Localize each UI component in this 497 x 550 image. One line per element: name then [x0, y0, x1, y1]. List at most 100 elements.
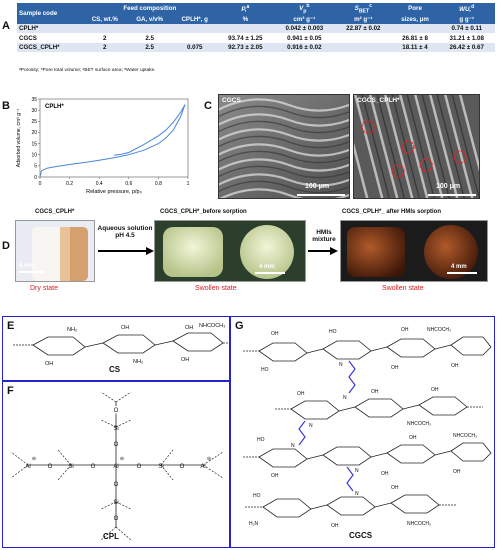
cgcs-oh-12: OH: [391, 485, 399, 491]
feed-composition-table: Sample code Feed composition P,a Vpb SBE…: [17, 3, 495, 53]
series-line-adsorption: [39, 104, 186, 178]
cgcs-oh-7: OH: [431, 387, 439, 393]
cpl-si-left: Si: [68, 464, 73, 470]
photo-swollen-before: 4 mm: [154, 220, 306, 282]
cgcs-n-2: N: [343, 395, 347, 401]
cgcs-n-1: N: [339, 362, 343, 368]
arrow-2-text: HMIs mixture: [312, 229, 336, 243]
arrow-2: [308, 247, 338, 255]
cell-v: 0.916 ± 0.02: [287, 44, 322, 52]
cpl-o-5: O: [48, 464, 53, 470]
y-tick-label: 20: [31, 130, 37, 136]
header-wu-unit: g g⁻¹: [459, 15, 475, 23]
box-cs: E NH₂ OH OH NH₂ OH NHCOCH₃ OH CS: [2, 316, 230, 381]
particle-circle: [419, 158, 433, 172]
cell-p: [217, 24, 273, 34]
cgcs-ho-3: HO: [257, 437, 265, 443]
chem-label-cgcs: CGCS: [349, 531, 373, 540]
scale-4mm-1: 4 mm: [19, 263, 35, 269]
panel-letter-e: E: [7, 320, 15, 332]
photo-swollen-after: 4 mm: [340, 220, 488, 282]
panel-letter-c: C: [204, 100, 212, 112]
after-sample-drawing: [347, 225, 478, 279]
header-pore: Pore: [408, 5, 422, 13]
x-tick-label: 0.8: [155, 181, 162, 187]
y-tick-label: 35: [31, 97, 37, 103]
cell-code: CGCS: [19, 34, 37, 42]
table-row: CPLH* 0.042 ± 0.003 22.87 ± 0.02 0.74 ± …: [17, 23, 495, 34]
cpl-structure: O O Si O Al ⊖ O Si O Al ⊖ O Si O O Si O …: [10, 391, 224, 541]
cell-wu: 26.42 ± 0.67: [449, 44, 484, 52]
header-porosity: P,a: [241, 4, 250, 14]
y-axis-label: Adsorbed volume, cm³ g⁻¹: [16, 108, 22, 167]
cpl-o-3: O: [114, 482, 119, 488]
dry-sample-drawing: [19, 227, 88, 281]
cgcs-n-3: N: [309, 423, 313, 429]
cpl-al-center: Al: [113, 464, 118, 470]
cell-p: 93.74 ± 1.25: [228, 34, 263, 42]
cell-pore: 26.81 ± 8: [402, 34, 428, 42]
cgcs-oh-3: OH: [391, 365, 399, 371]
panel-letter-b: B: [2, 100, 10, 112]
particle-circle: [401, 140, 415, 154]
cgcs-oh-11: OH: [453, 469, 461, 475]
cpl-al-left: Al: [25, 464, 30, 470]
x-tick-label: 0: [39, 181, 42, 187]
panel-letter-a: A: [2, 20, 10, 32]
header-water-uptake: WU,d: [459, 4, 475, 14]
y-tick-label: 25: [31, 119, 37, 125]
cpl-si-right: Si: [158, 464, 163, 470]
header-p-unit: %: [242, 15, 249, 23]
x-tick-label: 0.6: [125, 181, 132, 187]
cpl-al-right: Al: [200, 464, 205, 470]
photo-dry-sample: 4 mm: [15, 220, 95, 282]
header-bet: SBETc: [354, 3, 372, 15]
table-row: CGCS 2 2.5 93.74 ± 1.25 0.941 ± 0.05 26.…: [17, 33, 495, 43]
particle-circle: [453, 150, 467, 164]
cpl-minus-left: ⊖: [32, 456, 36, 462]
state-dry: Dry state: [30, 285, 59, 292]
scale-bar-left: [297, 194, 345, 196]
cs-oh-1: OH: [45, 361, 53, 367]
photo-label-after: CGCS_CPLH*_ after HMIs sorption: [342, 209, 442, 215]
sem-image-cgcs-cplh: CGCS_CPLH* 100 μm: [353, 94, 480, 199]
cell-s: [335, 43, 391, 53]
table-footnote: ᵃPorosity; ᵇPore total volume; ᶜBET surf…: [19, 68, 156, 73]
cgcs-ho-4: HO: [253, 493, 261, 499]
cell-cplh: 0.075: [186, 44, 203, 52]
cpl-o-7: O: [137, 464, 142, 470]
x-tick-label: 0.2: [66, 181, 73, 187]
cgcs-h2n: H₂N: [249, 521, 259, 527]
cs-structure: NH₂ OH OH NH₂ OH NHCOCH₃ OH: [13, 323, 229, 367]
scale-bar-right: [428, 194, 476, 196]
chem-label-cpl: CPL: [103, 532, 119, 541]
cpl-o-1: O: [114, 408, 119, 414]
cgcs-oh-6: OH: [371, 389, 379, 395]
scale-text-right: 100 μm: [436, 183, 461, 190]
cs-nh2-2: NH₂: [133, 359, 143, 365]
particle-circle: [391, 164, 405, 178]
scale-text-left: 100 μm: [305, 183, 330, 190]
cgcs-structure: N N N N N N OH HO OH NHCOCH₃ HO OH OH OH…: [243, 327, 492, 529]
sem-label-cgcs-cplh: CGCS_CPLH*: [357, 97, 400, 104]
cgcs-nhcoch3-2: NHCOCH₃: [407, 421, 431, 427]
panel-letter-g: G: [235, 320, 244, 332]
box-cgcs: G: [230, 316, 495, 548]
cgcs-n-6: N: [355, 491, 359, 497]
header-s-unit: m² g⁻¹: [354, 15, 373, 23]
cell-cs: [83, 24, 127, 34]
cs-oh-4: OH: [181, 357, 189, 363]
header-v-unit: cm³ g⁻¹: [293, 15, 316, 23]
sem-texture-right: [354, 95, 479, 198]
cell-v: 0.042 ± 0.003: [285, 25, 324, 33]
cs-nhcoch3: NHCOCH₃: [199, 323, 225, 329]
table-row: CGCS_CPLH* 2 2.5 0.075 92.73 ± 2.05 0.91…: [17, 42, 495, 53]
cgcs-oh-5: OH: [297, 391, 305, 397]
sem-image-cgcs: CGCS 100 μm: [218, 94, 350, 199]
isotherm-chart: 0 5 10 15 20 25 30 35 0 0.2 0.4 0.6 0.8 1 CPLH* Relativ…: [16, 97, 190, 195]
cgcs-oh-4: OH: [451, 363, 459, 369]
state-swollen-1: Swollen state: [195, 285, 237, 292]
cpl-si-bottom: Si: [113, 500, 118, 506]
header-pore-volume: Vpb: [299, 3, 310, 15]
header-feed-composition: Feed composition: [123, 5, 177, 13]
